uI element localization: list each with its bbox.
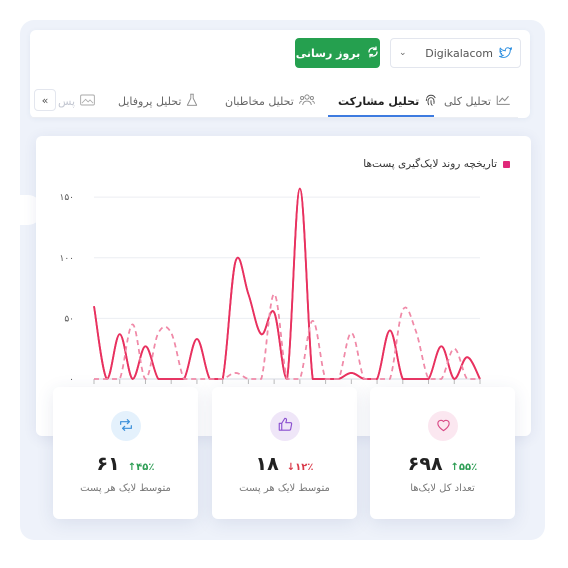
y-tick-label: ۰ xyxy=(69,375,74,385)
likes-trend-chart: ۰۵۰۱۰۰۱۵۰۹۹/۰۲۹۹/۰۴ xyxy=(59,187,481,409)
chart-card xyxy=(36,136,531,436)
stat-card-total-likes: ۶۹۸ ↑۵۵٪ تعداد کل لایک‌ها xyxy=(370,387,515,519)
tab-label: تحلیل پروفایل xyxy=(118,94,182,108)
tab-label: تحلیل کلی xyxy=(444,94,491,108)
active-tab-indicator xyxy=(328,115,434,117)
stat-label: متوسط لایک هر پست xyxy=(239,483,330,494)
y-tick-label: ۵۰ xyxy=(64,314,74,324)
tab-audience[interactable]: تحلیل مخاطبان xyxy=(225,86,315,116)
chevron-down-icon: ⌄ xyxy=(399,48,407,58)
fingerprint-icon xyxy=(424,93,438,110)
tab-profile[interactable]: تحلیل پروفایل xyxy=(118,86,198,116)
account-select[interactable]: Digikalacom ⌄ xyxy=(390,38,521,68)
account-name: Digikalacom xyxy=(425,46,493,60)
image-icon xyxy=(80,94,95,109)
double-chevron-left-icon: « xyxy=(41,93,49,107)
tab-engagement[interactable]: تحلیل مشارکت xyxy=(338,86,438,116)
refresh-button[interactable]: بروز رسانی xyxy=(295,38,380,68)
legend-label: تاریخچه روند لایک‌گیری پست‌ها xyxy=(363,158,497,170)
refresh-button-label: بروز رسانی xyxy=(295,46,361,60)
stat-label: تعداد کل لایک‌ها xyxy=(410,483,475,494)
y-tick-label: ۱۵۰ xyxy=(59,193,74,203)
tab-label: تحلیل مخاطبان xyxy=(225,94,294,108)
stat-label: متوسط لایک هر پست xyxy=(80,483,171,494)
series-line-solid xyxy=(93,187,481,380)
retweet-icon-wrap xyxy=(111,411,141,441)
y-tick-label: ۱۰۰ xyxy=(59,254,74,264)
heart-icon xyxy=(436,417,451,436)
tabs-divider xyxy=(30,117,518,118)
series-line-dashed xyxy=(94,293,480,380)
stat-value: ۱۸ xyxy=(255,453,279,475)
stat-value-row: ۶۱ ↑۴۵٪ xyxy=(53,453,198,475)
tab-label: پس xyxy=(58,94,76,108)
thumbs-up-icon xyxy=(278,417,293,436)
thumbs-up-icon-wrap xyxy=(270,411,300,441)
users-icon xyxy=(298,93,315,109)
stat-value: ۶۱ xyxy=(96,453,120,475)
retweet-icon xyxy=(118,417,134,436)
heart-icon-wrap xyxy=(428,411,458,441)
series-line-solid xyxy=(93,187,481,380)
background-shape xyxy=(0,195,42,225)
line-chart-icon xyxy=(496,94,511,109)
stat-value-row: ۱۸ ↓۱۲٪ xyxy=(212,453,357,475)
scroll-tabs-button[interactable]: « xyxy=(34,89,56,111)
stat-card-avg-retweets: ۶۱ ↑۴۵٪ متوسط لایک هر پست xyxy=(53,387,198,519)
stat-change: ↑۴۵٪ xyxy=(127,462,155,473)
stat-value: ۶۹۸ xyxy=(407,453,443,475)
stat-change: ↓۱۲٪ xyxy=(286,462,314,473)
tab-posts[interactable]: پس xyxy=(58,86,95,116)
stat-value-row: ۶۹۸ ↑۵۵٪ xyxy=(370,453,515,475)
tab-overall[interactable]: تحلیل کلی xyxy=(444,86,511,116)
tab-label: تحلیل مشارکت xyxy=(338,94,420,108)
chart-legend: تاریخچه روند لایک‌گیری پست‌ها xyxy=(360,156,510,172)
refresh-icon xyxy=(367,45,379,61)
flask-icon xyxy=(186,93,198,110)
twitter-icon xyxy=(497,44,513,63)
legend-swatch xyxy=(503,160,510,168)
stat-card-avg-likes: ۱۸ ↓۱۲٪ متوسط لایک هر پست xyxy=(212,387,357,519)
series-line-dashed xyxy=(94,293,480,380)
stat-change: ↑۵۵٪ xyxy=(450,462,478,473)
